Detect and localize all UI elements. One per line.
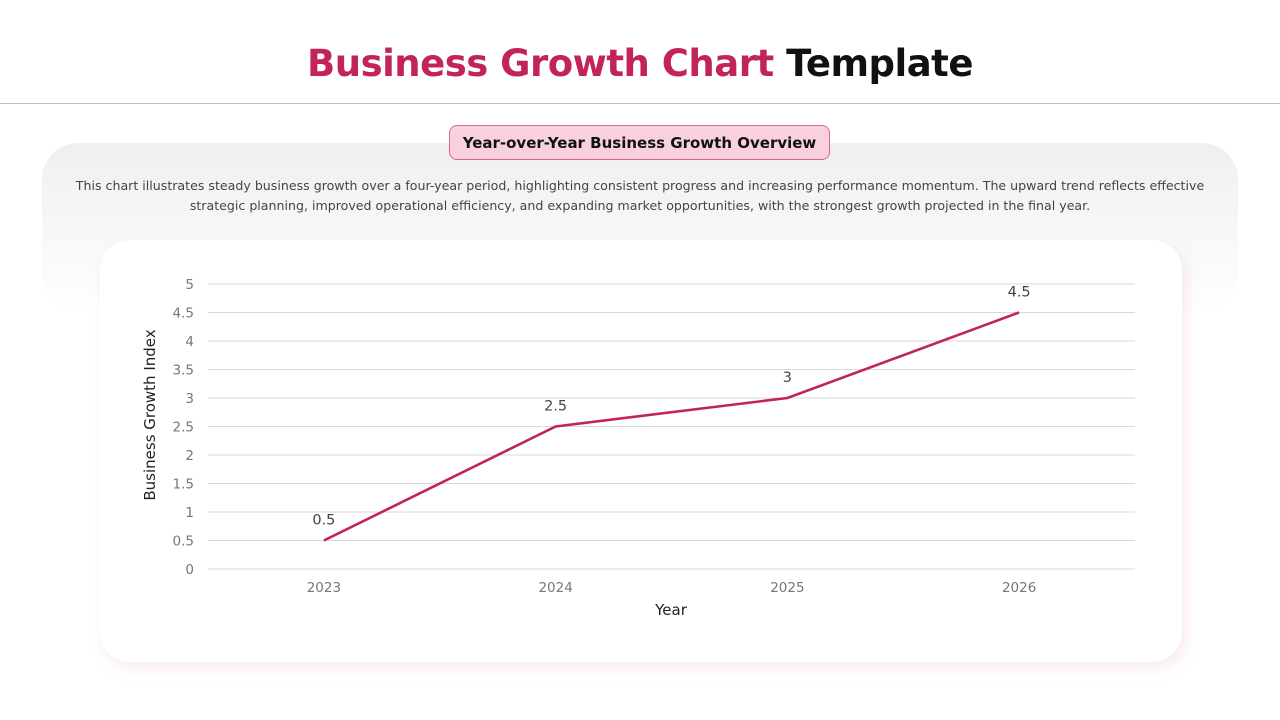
description-text: This chart illustrates steady business g… <box>75 178 1205 213</box>
x-tick-label: 2025 <box>770 580 804 596</box>
data-label: 4.5 <box>1008 285 1031 301</box>
y-tick-label: 4 <box>185 334 194 350</box>
y-tick-label: 2.5 <box>173 420 194 436</box>
y-tick-label: 0 <box>185 562 194 578</box>
data-label: 3 <box>783 370 792 386</box>
y-tick-label: 3.5 <box>173 363 194 379</box>
title-highlight: Business Growth Chart <box>307 42 774 85</box>
y-tick-label: 3 <box>185 391 194 407</box>
x-tick-label: 2024 <box>538 580 572 596</box>
y-tick-label: 1 <box>185 505 194 521</box>
title-rest: Template <box>786 42 973 85</box>
y-tick-label: 1.5 <box>173 477 194 493</box>
section-badge: Year-over-Year Business Growth Overview <box>449 125 830 160</box>
y-tick-label: 5 <box>185 277 194 293</box>
x-tick-label: 2026 <box>1002 580 1036 596</box>
y-tick-label: 0.5 <box>173 534 194 550</box>
x-tick-label: 2023 <box>307 580 341 596</box>
data-label: 2.5 <box>544 399 567 415</box>
data-label: 0.5 <box>312 513 335 529</box>
y-tick-label: 2 <box>185 448 194 464</box>
chart-card <box>100 240 1182 662</box>
page-title: Business Growth Chart Template <box>0 42 1280 85</box>
y-tick-label: 4.5 <box>173 306 194 322</box>
y-axis-title: Business Growth Index <box>141 329 159 500</box>
series-line <box>323 311 1020 542</box>
x-axis-title: Year <box>654 601 688 619</box>
header-divider <box>0 103 1280 104</box>
